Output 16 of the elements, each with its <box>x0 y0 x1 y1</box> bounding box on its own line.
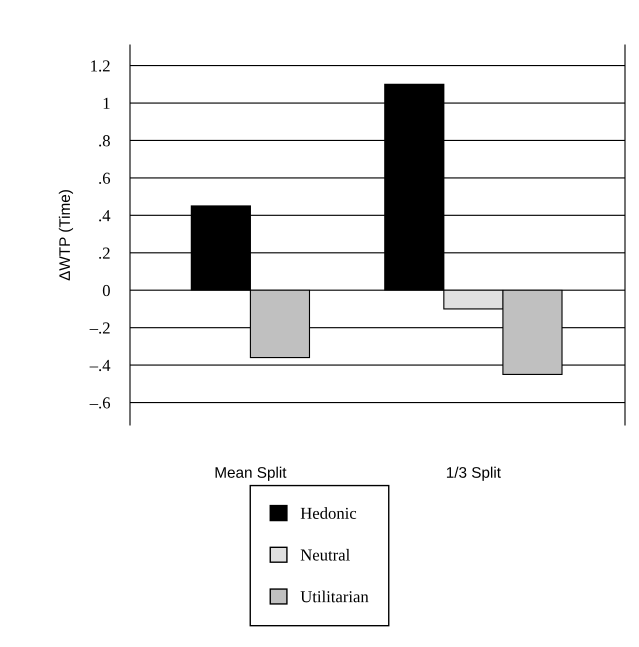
y-tick-label: .4 <box>99 210 110 222</box>
y-axis-title: ΔWTP (Time) <box>58 190 74 280</box>
legend-label: Utilitarian <box>300 590 368 602</box>
y-tick-label: 1.2 <box>91 60 110 72</box>
y-tick-label: 0 <box>102 284 110 296</box>
x-tick-label: 1/3 Split <box>446 466 501 481</box>
y-tick-label: –.4 <box>90 360 110 372</box>
x-tick-label: Mean Split <box>216 466 286 481</box>
legend-label: Hedonic <box>300 507 356 519</box>
legend-label: Neutral <box>300 548 350 561</box>
y-tick-label: .6 <box>99 172 110 184</box>
y-tick-label: 1 <box>104 98 110 109</box>
y-tick-label: .8 <box>99 135 110 146</box>
y-tick-label: .2 <box>99 248 110 259</box>
y-tick-label: –.2 <box>90 322 110 334</box>
y-tick-label: –.6 <box>90 397 110 409</box>
